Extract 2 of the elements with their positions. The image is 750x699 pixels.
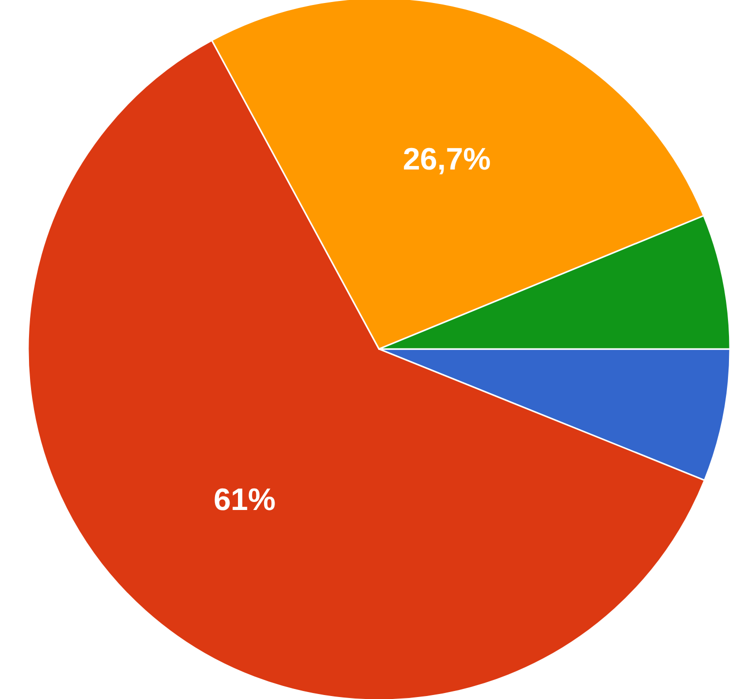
data-label: 26,7% [402,141,491,176]
data-label: 61% [214,482,276,518]
